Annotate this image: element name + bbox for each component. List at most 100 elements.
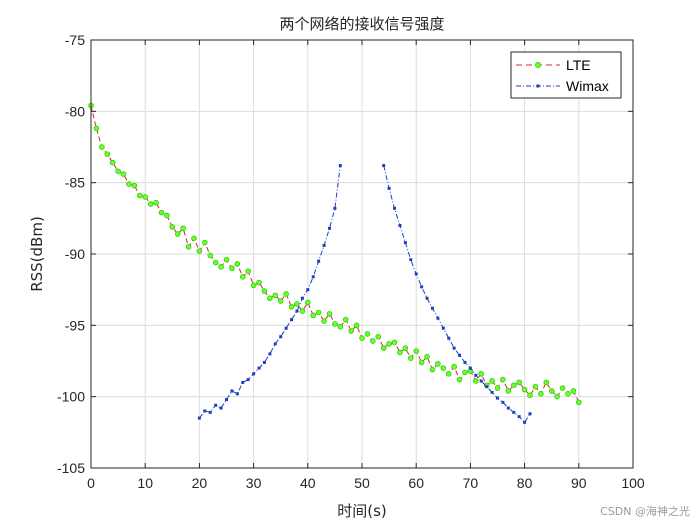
wimax-point xyxy=(452,346,456,350)
lte-point xyxy=(489,378,495,384)
wimax-point xyxy=(300,296,304,300)
lte-point xyxy=(364,331,371,337)
x-tick-label: 70 xyxy=(463,475,479,491)
y-tick-label: -100 xyxy=(57,389,85,405)
series-wimax-line xyxy=(383,165,531,424)
y-tick-labels: -75 -80 -85 -90 -95 -100 -105 xyxy=(57,32,85,476)
lte-point xyxy=(462,369,468,376)
lte-point xyxy=(115,168,121,175)
wimax-point xyxy=(517,415,521,419)
x-tick-label: 50 xyxy=(354,475,370,491)
wimax-point xyxy=(425,296,429,300)
wimax-point xyxy=(306,288,310,292)
lte-point xyxy=(473,378,479,384)
lte-point xyxy=(185,244,192,250)
lte-point xyxy=(202,239,208,246)
lte-point xyxy=(212,259,219,266)
lte-point xyxy=(234,261,241,267)
lte-point xyxy=(196,248,203,254)
lte-point xyxy=(451,363,457,370)
lte-point xyxy=(505,388,512,394)
wimax-point xyxy=(447,336,451,340)
lte-point xyxy=(261,288,268,294)
lte-point xyxy=(370,338,376,344)
legend-box xyxy=(510,51,622,99)
wimax-point xyxy=(523,420,527,424)
lte-point xyxy=(315,309,322,316)
wimax-point xyxy=(436,316,440,320)
wimax-point xyxy=(219,406,223,410)
wimax-point xyxy=(230,389,234,393)
series-layer xyxy=(88,102,582,424)
wimax-point xyxy=(474,373,478,377)
wimax-point xyxy=(382,164,386,168)
lte-point xyxy=(207,252,214,259)
wimax-point xyxy=(430,306,434,310)
lte-point xyxy=(239,274,246,280)
tick-marks xyxy=(90,39,634,469)
lte-point xyxy=(424,353,430,360)
lte-point xyxy=(402,345,409,351)
lte-point xyxy=(337,323,344,330)
wimax-point xyxy=(279,335,283,339)
lte-point xyxy=(397,349,403,356)
wimax-point xyxy=(246,378,250,382)
wimax-point xyxy=(403,241,407,245)
lte-point xyxy=(510,382,517,389)
lte-point xyxy=(380,345,387,351)
series-wimax-line xyxy=(199,165,341,419)
wimax-point xyxy=(398,223,402,227)
lte-point xyxy=(267,295,273,302)
lte-point xyxy=(375,333,382,340)
x-tick-label: 30 xyxy=(246,475,262,491)
lte-point xyxy=(429,366,436,373)
lte-point xyxy=(342,316,349,323)
legend-wimax-label: Wimax xyxy=(566,78,609,94)
x-tick-label: 90 xyxy=(571,475,587,491)
wimax-point xyxy=(414,272,418,276)
wimax-point xyxy=(485,385,489,389)
lte-point xyxy=(99,144,105,150)
lte-point xyxy=(169,224,176,230)
lte-point xyxy=(142,194,149,200)
wimax-point xyxy=(458,353,462,357)
lte-point xyxy=(283,291,289,297)
wimax-point xyxy=(441,326,445,330)
legend-lte-label: LTE xyxy=(566,57,591,73)
wimax-point xyxy=(311,275,315,279)
lte-point xyxy=(348,328,354,334)
lte-point xyxy=(391,339,398,346)
lte-point xyxy=(478,371,485,377)
y-tick-label: -75 xyxy=(65,32,85,48)
lte-point xyxy=(164,212,170,219)
lte-point xyxy=(131,182,138,189)
lte-point xyxy=(321,318,327,324)
lte-point xyxy=(223,256,230,263)
lte-point xyxy=(174,231,181,237)
x-tick-label: 60 xyxy=(408,475,424,491)
wimax-point xyxy=(317,259,321,263)
wimax-point xyxy=(393,206,397,210)
lte-point xyxy=(277,298,284,304)
wimax-point xyxy=(528,412,532,416)
wimax-point xyxy=(208,410,212,414)
legend-wimax-marker xyxy=(536,84,540,88)
wimax-point xyxy=(284,326,288,330)
lte-point xyxy=(147,201,154,207)
wimax-point xyxy=(479,379,483,383)
wimax-point xyxy=(241,380,245,384)
lte-point xyxy=(527,392,533,399)
wimax-point xyxy=(496,396,499,400)
lte-point xyxy=(272,292,279,299)
lte-point xyxy=(288,303,295,310)
wimax-point xyxy=(214,403,218,407)
x-tick-label: 0 xyxy=(87,475,95,491)
lte-point xyxy=(304,299,311,306)
wimax-point xyxy=(338,164,342,168)
wimax-point xyxy=(506,406,510,410)
lte-point xyxy=(93,125,100,132)
wimax-point xyxy=(290,318,294,322)
y-axis-title: RSS(dBm) xyxy=(28,216,46,292)
legend: LTE Wimax xyxy=(510,51,622,99)
lte-point xyxy=(359,335,365,341)
